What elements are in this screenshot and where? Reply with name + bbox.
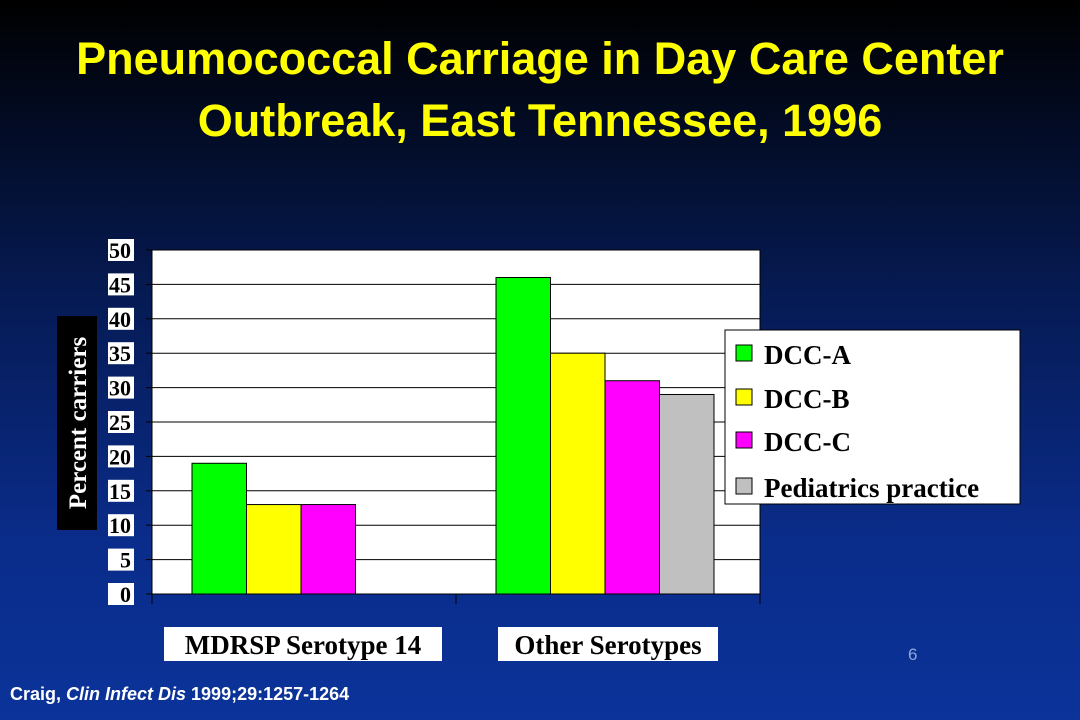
y-tick-bg — [108, 445, 134, 468]
legend-swatch — [735, 344, 753, 362]
category-label: MDRSP Serotype 14 — [185, 630, 422, 660]
y-tick-bg — [108, 514, 134, 537]
legend-box — [724, 329, 1021, 505]
y-tick-bg — [108, 548, 134, 571]
legend-swatch — [735, 477, 753, 495]
legend-label: DCC-C — [764, 427, 851, 457]
y-tick-bg — [108, 479, 134, 502]
y-tick-label: 5 — [120, 548, 131, 573]
y-tick-bg — [108, 411, 134, 433]
legend-swatch — [735, 388, 753, 406]
y-tick-bg — [108, 273, 134, 296]
bars — [191, 277, 715, 595]
bar-dcc-b-0 — [246, 504, 302, 595]
y-tick-label: 30 — [109, 376, 131, 401]
axes — [146, 249, 761, 604]
y-tick-label: 10 — [109, 513, 131, 538]
category-label-bg — [498, 627, 718, 661]
category-label-bg — [164, 627, 442, 661]
y-tick-bg — [108, 583, 134, 605]
y-tick-label: 15 — [109, 479, 131, 504]
y-tick-label: 25 — [109, 410, 131, 435]
y-tick-label: 20 — [109, 444, 131, 469]
y-axis-label-group: Percent carriers — [57, 316, 97, 530]
y-tick-bg — [108, 239, 134, 261]
y-tick-bg — [108, 307, 134, 330]
bar-dcc-b-1 — [550, 352, 606, 595]
bar-pediatrics-practice-1 — [659, 393, 715, 595]
citation-author: Craig, — [10, 684, 67, 704]
y-tick-bg — [108, 376, 134, 399]
legend: DCC-A DCC-B DCC-C Pediatrics practice — [724, 329, 1021, 505]
citation-journal: Clin Infect Dis — [66, 684, 187, 704]
y-tick-bg — [108, 342, 134, 365]
legend-swatch — [735, 431, 753, 449]
y-tick-label: 50 — [109, 238, 131, 263]
category-label: Other Serotypes — [514, 630, 701, 660]
y-tick-label: 45 — [109, 272, 131, 297]
bar-dcc-a-0 — [191, 462, 247, 595]
y-tick-label: 0 — [120, 582, 131, 607]
citation: Craig, Clin Infect Dis 1999;29:1257-1264 — [10, 684, 349, 705]
category-labels: MDRSP Serotype 14 Other Serotypes — [164, 627, 718, 661]
bar-dcc-c-1 — [604, 380, 660, 595]
y-tick-labels: 0 5 10 15 20 25 30 35 40 45 50 — [108, 238, 134, 607]
y-tick-label: 40 — [109, 307, 131, 332]
legend-label: Pediatrics practice — [764, 473, 979, 503]
bar-dcc-c-0 — [300, 504, 356, 595]
y-tick-label: 35 — [109, 341, 131, 366]
legend-label: DCC-A — [764, 340, 851, 370]
slide-title: Pneumococcal Carriage in Day Care Center… — [76, 33, 1004, 146]
bar-dcc-a-1 — [495, 277, 551, 595]
citation-details: 1999;29:1257-1264 — [186, 684, 350, 704]
slide-number: 6 — [908, 645, 918, 664]
y-axis-label: Percent carriers — [65, 337, 92, 510]
legend-label: DCC-B — [764, 384, 850, 414]
